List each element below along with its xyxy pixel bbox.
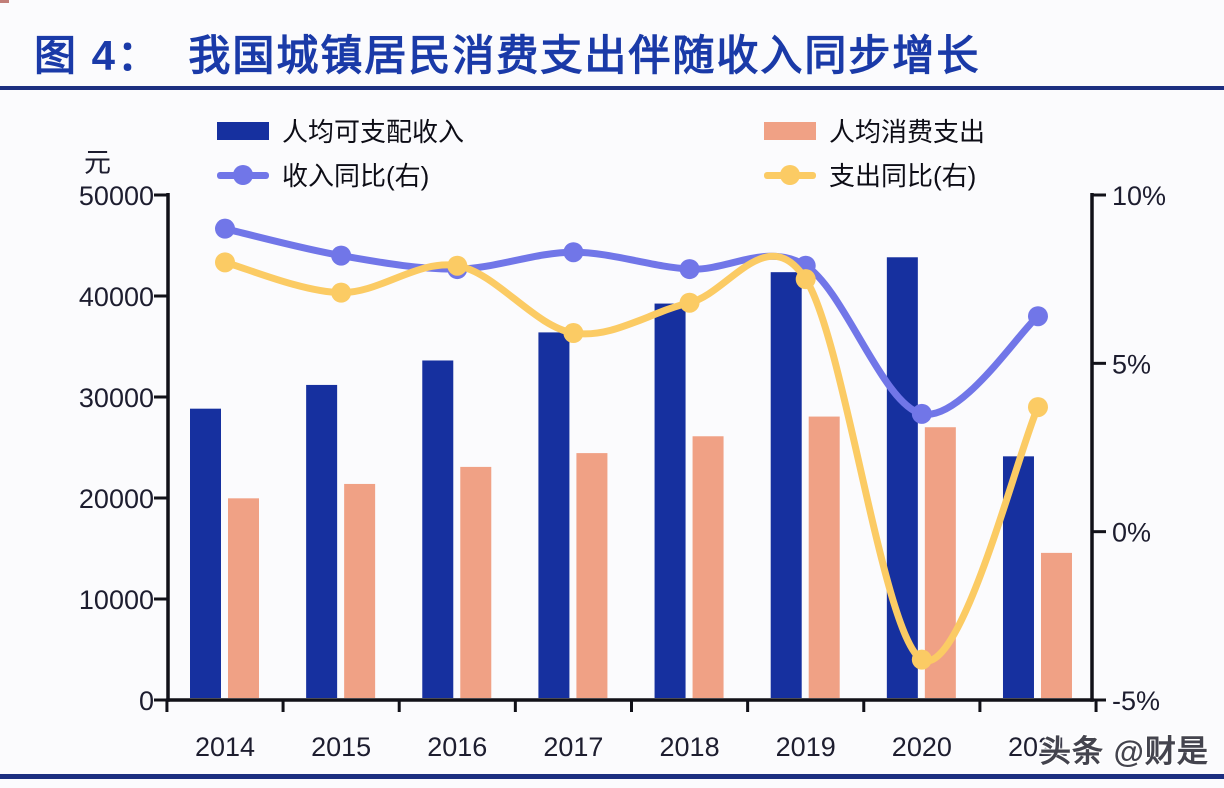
expense-line-marker-2020 [911, 649, 932, 670]
bar-income-2015 [306, 384, 338, 698]
expense-line-marker-2018 [679, 292, 700, 313]
bar-expense-2019 [808, 416, 840, 698]
income-line-marker-2017 [563, 242, 584, 263]
x-axis-label-2018: 2018 [660, 732, 720, 762]
bar-income-2014 [190, 408, 221, 698]
x-axis-label-2015: 2015 [311, 732, 371, 762]
watermark: 头条 @财是 [1040, 734, 1209, 769]
page-title: 图 4： 我国城镇居民消费支出伴随收入同步增长 [34, 32, 981, 79]
x-axis-label-2021: 2021 [1008, 732, 1068, 762]
bar-expense-2016 [460, 466, 492, 698]
bar-income-2018 [654, 303, 686, 698]
x-axis-label-2017: 2017 [543, 732, 603, 762]
expense-line-marker-2021 [1027, 397, 1048, 418]
right-axis-tick-label: 10% [1112, 181, 1166, 211]
legend-item-income-bar: 人均可支配收入 [217, 112, 464, 149]
bar-income-2019 [770, 272, 802, 698]
bar-expense-2017 [576, 453, 608, 698]
right-axis-tick-label: 5% [1112, 349, 1151, 379]
x-axis-label-2019: 2019 [776, 732, 836, 762]
bar-expense-2015 [344, 483, 376, 698]
income-line-marker-2020 [911, 403, 932, 424]
left-axis-tick-label: 20000 [79, 484, 154, 514]
bar-expense-2021 [1040, 552, 1072, 698]
legend-label-expense-line: 支出同比(右) [829, 161, 977, 191]
expense-line-marker-2014 [215, 252, 235, 273]
legend-item-expense-bar: 人均消费支出 [764, 112, 985, 149]
legend-item-expense-line: 支出同比(右) [764, 156, 976, 193]
legend-label-expense-bar: 人均消费支出 [829, 117, 986, 147]
legend-item-income-line: 收入同比(右) [217, 156, 429, 193]
bar-expense-2018 [692, 436, 724, 698]
expense-line-marker-2017 [563, 323, 584, 344]
bar-income-2017 [538, 332, 570, 698]
income-line-swatch [217, 164, 269, 185]
expense-line-marker-2019 [795, 269, 816, 290]
income-bar-swatch [217, 121, 269, 140]
bottom-rule [0, 774, 1224, 779]
bar-income-2016 [422, 360, 454, 698]
expense-line-marker-2016 [447, 255, 468, 276]
corner-mark [0, 0, 9, 3]
left-axis-tick-label: 40000 [79, 282, 154, 312]
income-line-marker-2014 [215, 218, 235, 239]
x-axis-label-2016: 2016 [427, 732, 487, 762]
legend-label-income-line: 收入同比(右) [282, 161, 430, 191]
bar-expense-2014 [228, 498, 259, 698]
title-underline [0, 86, 1224, 90]
right-axis-tick-label: -5% [1112, 686, 1160, 716]
left-axis-unit-label: 元 [84, 148, 111, 178]
income-line-marker-2018 [679, 259, 700, 280]
left-axis-tick-label: 30000 [79, 383, 154, 413]
income-line-marker-2021 [1027, 306, 1048, 327]
left-axis-tick-label: 10000 [79, 585, 154, 615]
income-line-marker-2015 [331, 245, 352, 266]
x-axis-label-2014: 2014 [195, 732, 255, 762]
left-axis-tick-label: 50000 [79, 181, 154, 211]
x-axis-label-2020: 2020 [892, 732, 952, 762]
expense-line-swatch [764, 164, 816, 185]
legend-label-income-bar: 人均可支配收入 [282, 117, 465, 147]
left-axis-tick-label: 0 [139, 686, 154, 716]
right-axis-tick-label: 0% [1112, 518, 1151, 548]
expense-line-marker-2015 [331, 282, 352, 303]
expense-bar-swatch [764, 121, 816, 140]
